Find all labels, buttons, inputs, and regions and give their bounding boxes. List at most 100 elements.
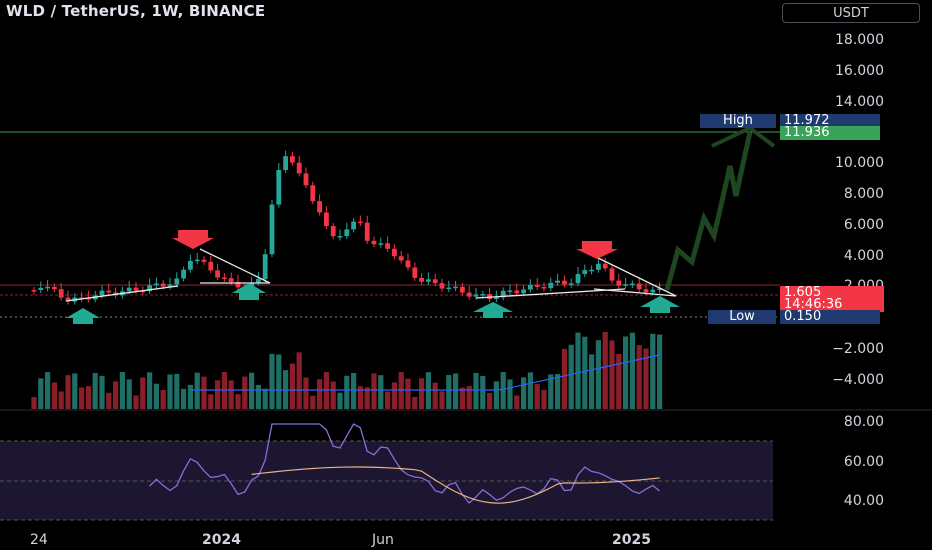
symbol-title[interactable]: WLD / TetherUS, 1W, BINANCE <box>6 2 266 20</box>
candle-body <box>575 274 581 284</box>
volume-bar <box>228 380 234 409</box>
volume-bar <box>629 332 635 409</box>
candle-body <box>194 259 200 262</box>
volume-bar <box>51 382 57 409</box>
trendline-1 <box>65 285 179 302</box>
volume-bar <box>133 395 139 409</box>
candle-body <box>480 294 486 296</box>
candle-body <box>609 268 615 281</box>
volume-bar <box>602 332 608 409</box>
volume-bar <box>181 388 187 409</box>
candle-body <box>500 290 506 298</box>
volume-bar <box>487 392 493 409</box>
candle-body <box>188 260 193 270</box>
candle-body <box>568 283 574 285</box>
candle-body <box>630 283 635 286</box>
volume-bar <box>616 353 622 409</box>
candle-body <box>65 297 71 302</box>
volume-bar <box>269 353 275 409</box>
volume-bar <box>153 383 159 409</box>
candle-body <box>99 290 105 296</box>
price-tick: −2.000 <box>832 341 884 357</box>
candle-body <box>215 270 220 278</box>
candle-body <box>181 269 186 279</box>
currency-button[interactable]: USDT <box>782 3 920 23</box>
price-tick: 14.000 <box>835 94 884 110</box>
trendline-6 <box>593 288 677 297</box>
volume-bar <box>364 387 370 409</box>
volume-bar <box>140 377 146 409</box>
candle-body <box>303 173 309 186</box>
candle-body <box>378 243 384 245</box>
volume-bar <box>72 373 78 409</box>
volume-bar <box>493 381 499 409</box>
volume-bar <box>575 332 581 409</box>
candle-body <box>596 263 601 270</box>
volume-bar <box>568 344 574 409</box>
volume-bar <box>541 389 547 409</box>
candle-body <box>398 256 404 261</box>
volume-bar <box>609 340 615 409</box>
price-tick: 4.000 <box>843 248 884 264</box>
volume-bar <box>330 381 336 409</box>
volume-bar <box>160 390 166 409</box>
volume-bar <box>405 378 411 409</box>
volume-bar <box>303 377 309 409</box>
candle-countdown: 14:46:36 <box>780 298 884 312</box>
candle-body <box>201 259 207 262</box>
candle-body <box>358 221 363 224</box>
volume-bar <box>446 375 452 409</box>
candle-body <box>324 212 329 227</box>
volume-bar <box>534 383 540 409</box>
volume-bars <box>31 332 663 409</box>
volume-bar <box>79 387 85 409</box>
volume-bar <box>289 363 295 409</box>
volume-bar <box>99 375 105 409</box>
volume-bar <box>548 374 554 409</box>
volume-bar <box>595 340 601 409</box>
volume-bar <box>45 372 51 409</box>
candle-body <box>446 287 452 290</box>
volume-bar <box>391 382 397 409</box>
volume-bar <box>521 377 527 409</box>
price-tick: 16.000 <box>835 63 884 79</box>
volume-bar <box>650 333 656 409</box>
candle-body <box>466 292 472 297</box>
candle-body <box>494 297 499 300</box>
low-label: Low <box>708 310 776 324</box>
candle-body <box>412 267 418 278</box>
candle-body <box>330 226 336 237</box>
candle-body <box>460 286 465 293</box>
time-tick: 24 <box>30 532 48 548</box>
volume-bar <box>527 372 533 409</box>
rsi-ma-line <box>251 466 660 504</box>
volume-bar <box>643 348 649 409</box>
projection-arrowhead <box>711 125 776 148</box>
volume-bar <box>500 372 506 409</box>
volume-bar <box>636 345 642 409</box>
volume-bar <box>317 379 323 409</box>
price-tick: 10.000 <box>835 155 884 171</box>
volume-bar <box>514 395 520 409</box>
candle-body <box>235 281 241 288</box>
volume-bar <box>167 374 173 409</box>
candle-body <box>392 248 397 257</box>
candle-body <box>432 279 438 284</box>
candle-body <box>507 290 513 293</box>
rsi-tick: 60.00 <box>843 454 884 470</box>
volume-bar <box>194 372 200 409</box>
volume-bar <box>215 380 221 409</box>
candle-body <box>636 283 642 290</box>
high-label: High <box>700 114 776 128</box>
candle-body <box>160 283 166 287</box>
candle-body <box>344 229 350 237</box>
volume-bar <box>453 373 459 409</box>
volume-bar <box>432 382 438 409</box>
volume-bar <box>119 372 125 409</box>
candle-body <box>276 170 282 205</box>
candle-body <box>290 156 295 163</box>
candle-body <box>126 287 132 292</box>
candle-body <box>364 222 370 241</box>
volume-bar <box>459 387 465 409</box>
